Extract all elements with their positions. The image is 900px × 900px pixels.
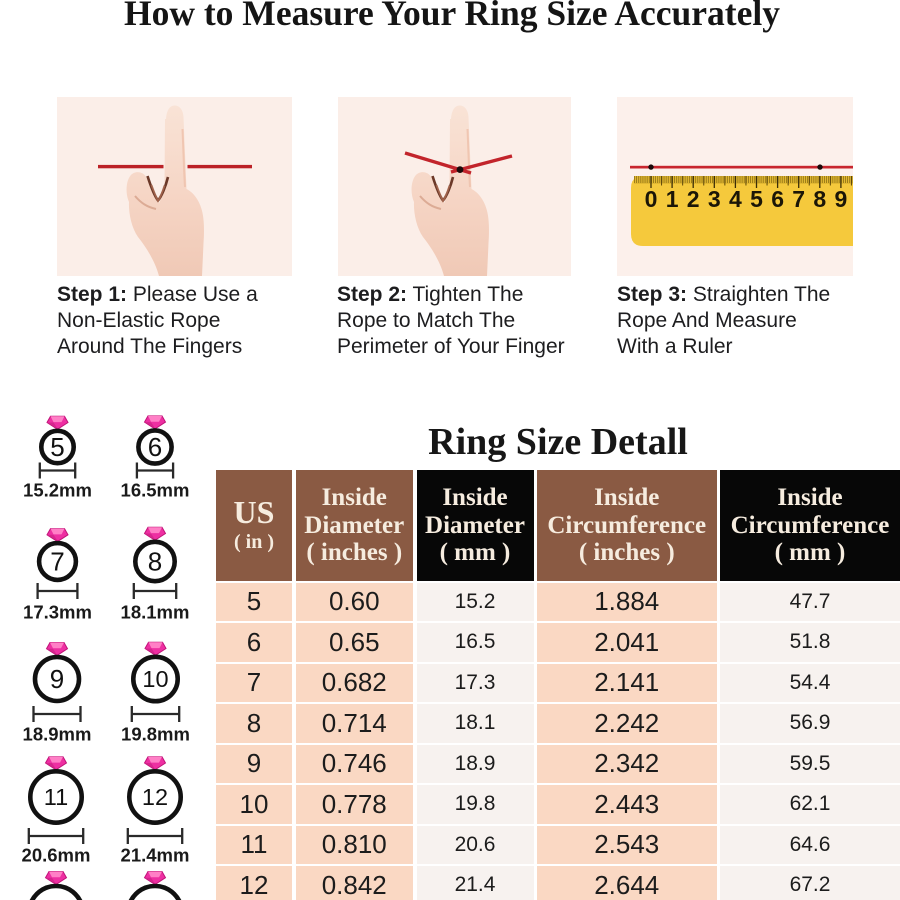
svg-text:20.6mm: 20.6mm (22, 845, 91, 866)
svg-text:0: 0 (645, 186, 658, 212)
svg-text:6: 6 (771, 186, 784, 212)
svg-text:9: 9 (50, 664, 64, 694)
svg-text:17.3mm: 17.3mm (23, 602, 92, 623)
svg-text:21.4mm: 21.4mm (121, 845, 190, 866)
svg-text:18.9mm: 18.9mm (23, 724, 92, 745)
svg-text:3: 3 (708, 186, 721, 212)
svg-text:10: 10 (142, 666, 168, 692)
svg-text:19.8mm: 19.8mm (121, 724, 190, 745)
svg-text:6: 6 (148, 432, 162, 462)
svg-text:2: 2 (687, 186, 700, 212)
svg-text:1: 1 (666, 186, 679, 212)
svg-text:9: 9 (835, 186, 848, 212)
svg-text:16.5mm: 16.5mm (121, 480, 190, 501)
svg-text:7: 7 (792, 186, 805, 212)
svg-text:5: 5 (750, 186, 763, 212)
svg-text:15.2mm: 15.2mm (23, 480, 92, 501)
svg-text:8: 8 (813, 186, 826, 212)
svg-text:4: 4 (729, 186, 742, 212)
svg-text:12: 12 (142, 784, 168, 810)
svg-text:8: 8 (148, 547, 162, 577)
svg-text:18.1mm: 18.1mm (121, 602, 190, 623)
svg-text:11: 11 (44, 784, 68, 810)
svg-text:7: 7 (50, 547, 64, 577)
svg-text:5: 5 (50, 432, 64, 462)
